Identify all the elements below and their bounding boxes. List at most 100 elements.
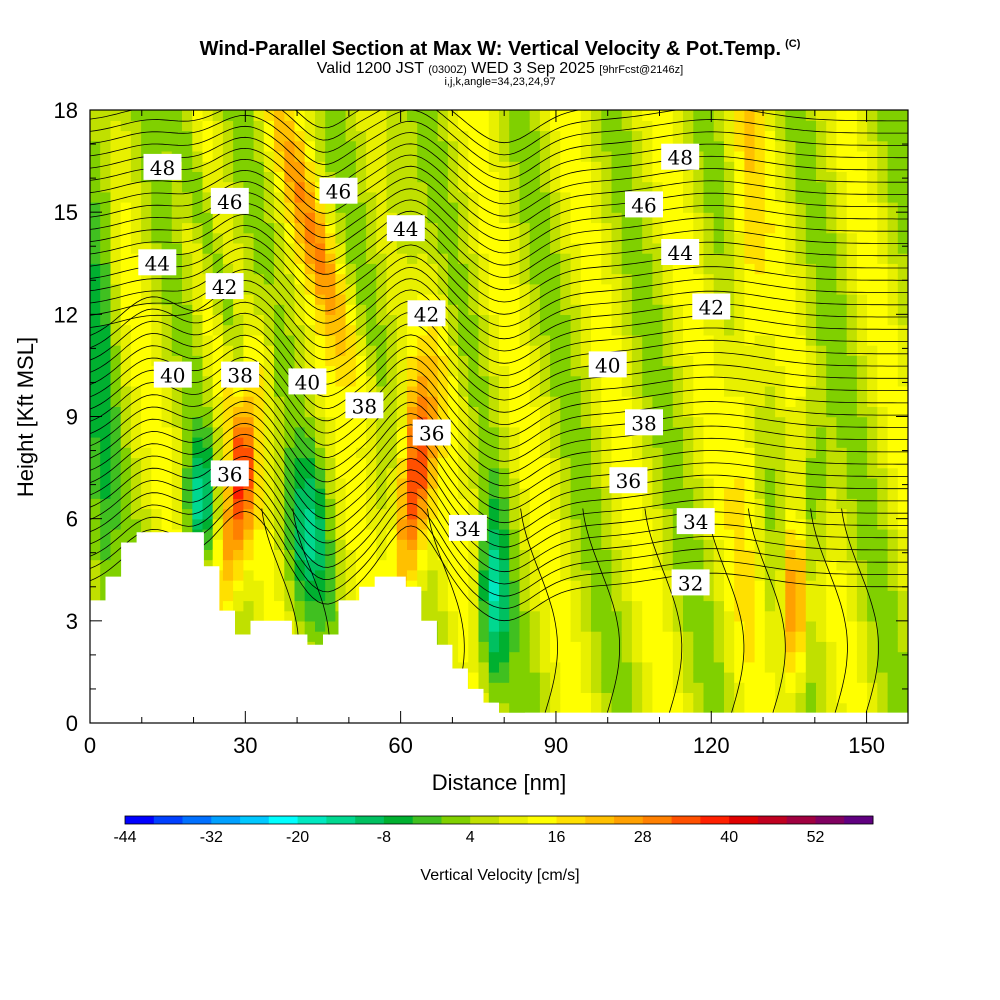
velocity-cell [141, 416, 152, 428]
velocity-cell [897, 365, 908, 377]
velocity-cell [805, 355, 817, 367]
velocity-cell [222, 181, 234, 193]
velocity-cell [407, 457, 418, 469]
velocity-cell [775, 212, 786, 224]
velocity-cell [386, 161, 398, 172]
velocity-cell [785, 539, 797, 550]
velocity-cell [754, 559, 766, 571]
velocity-cell [233, 498, 244, 510]
velocity-cell [529, 600, 541, 612]
velocity-cell [529, 242, 541, 254]
velocity-cell [499, 293, 510, 305]
velocity-cell [171, 130, 183, 142]
velocity-cell [509, 324, 521, 336]
velocity-cell [621, 651, 633, 663]
velocity-cell [447, 314, 459, 326]
velocity-cell [539, 365, 551, 377]
velocity-cell [366, 447, 377, 459]
velocity-cell [560, 253, 572, 264]
velocity-cell [171, 191, 183, 203]
velocity-cell [570, 304, 582, 315]
velocity-cell [294, 140, 306, 152]
velocity-cell [458, 580, 469, 591]
velocity-cell [284, 232, 296, 244]
velocity-cell [396, 559, 408, 571]
velocity-cell [631, 222, 643, 234]
velocity-cell [284, 457, 296, 469]
velocity-cell [243, 610, 255, 622]
velocity-cell [447, 385, 459, 397]
velocity-cell [376, 508, 388, 520]
velocity-cell [744, 273, 756, 285]
velocity-cell [560, 702, 572, 714]
velocity-cell [488, 314, 500, 326]
velocity-cell [672, 273, 684, 285]
velocity-cell [243, 457, 255, 469]
velocity-cell [775, 590, 786, 602]
velocity-cell [539, 375, 551, 387]
velocity-cell [468, 253, 480, 264]
velocity-cell [539, 447, 551, 459]
velocity-cell [192, 253, 204, 264]
velocity-cell [263, 222, 275, 234]
velocity-cell [315, 324, 326, 336]
velocity-cell [672, 651, 684, 663]
velocity-cell [304, 232, 316, 244]
velocity-cell [192, 518, 204, 530]
velocity-cell [672, 620, 684, 632]
velocity-cell [713, 692, 725, 704]
velocity-cell [315, 171, 326, 183]
velocity-cell [867, 253, 878, 264]
velocity-cell [591, 702, 602, 714]
velocity-cell [325, 355, 337, 367]
velocity-cell [642, 682, 654, 693]
velocity-cell [724, 518, 735, 530]
velocity-cell [672, 702, 684, 714]
velocity-cell [642, 253, 654, 264]
velocity-cell [724, 539, 735, 550]
velocity-cell [713, 539, 725, 550]
velocity-cell [877, 283, 889, 295]
velocity-cell [785, 600, 797, 612]
velocity-cell [386, 498, 398, 510]
velocity-cell [897, 161, 908, 172]
velocity-cell [877, 447, 889, 459]
velocity-cell [182, 488, 193, 499]
theta-contour-line [90, 510, 908, 622]
velocity-cell [826, 253, 838, 264]
velocity-cell [182, 150, 193, 162]
velocity-cell [652, 263, 664, 275]
velocity-cell [355, 457, 367, 469]
velocity-cell [274, 447, 285, 459]
velocity-cell [315, 314, 326, 326]
velocity-cell [621, 304, 633, 315]
velocity-cell [724, 600, 735, 612]
theta-contour-line [90, 180, 908, 254]
velocity-cell [212, 171, 224, 183]
velocity-cell [509, 498, 521, 510]
velocity-cell [396, 498, 408, 510]
velocity-cell [458, 314, 469, 326]
velocity-cell [192, 467, 204, 479]
velocity-cell [621, 334, 633, 346]
velocity-cell [407, 528, 418, 540]
velocity-cell [110, 477, 122, 489]
velocity-cell [458, 191, 469, 203]
velocity-cell [386, 436, 398, 448]
velocity-cell [591, 324, 602, 336]
velocity-cell [427, 161, 439, 172]
velocity-cell [887, 447, 899, 459]
velocity-cell [560, 140, 572, 152]
theta-contour-line [520, 508, 558, 713]
velocity-cell [509, 191, 521, 203]
velocity-cell [110, 345, 122, 356]
velocity-cell [856, 293, 868, 305]
velocity-cell [652, 436, 664, 448]
velocity-cell [171, 508, 183, 520]
velocity-cell [795, 692, 807, 704]
velocity-cell [550, 304, 561, 315]
velocity-cell [274, 304, 285, 315]
velocity-cell [488, 304, 500, 315]
velocity-cell [754, 518, 766, 530]
velocity-cell [519, 283, 531, 295]
